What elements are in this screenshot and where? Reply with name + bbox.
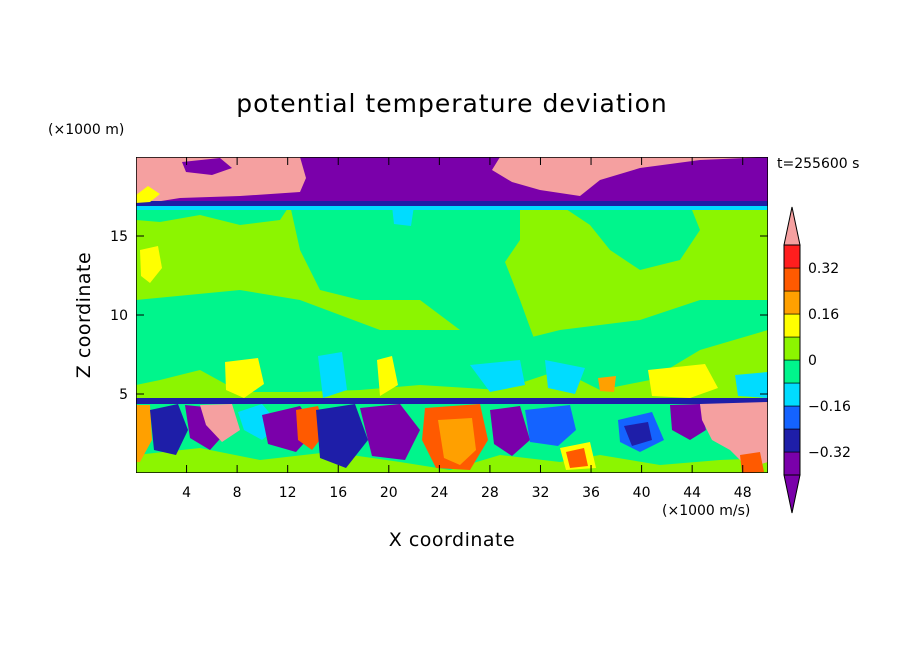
- x-tick-label: 12: [279, 485, 297, 501]
- x-tick-label: 36: [582, 485, 600, 501]
- contour-region: [136, 405, 152, 462]
- x-tick-label: 28: [481, 485, 499, 501]
- contour-region: [545, 360, 585, 394]
- y-tick-label: 5: [119, 387, 128, 403]
- contour-region: [377, 356, 398, 396]
- contour-region: [182, 158, 232, 175]
- contour-region: [438, 418, 476, 465]
- colorbar-segment: [783, 313, 801, 338]
- colorbar-tick-label: 0.32: [808, 261, 839, 277]
- contour-region: [316, 404, 368, 468]
- contour-band: [136, 398, 768, 404]
- contour-region: [598, 376, 616, 392]
- y-tick-label: 10: [110, 308, 128, 324]
- contour-region: [360, 404, 420, 460]
- colorbar-segment: [783, 405, 801, 430]
- x-tick-label: 24: [430, 485, 448, 501]
- x-axis-unit: (×1000 m/s): [662, 503, 750, 519]
- chart-title: potential temperature deviation: [236, 89, 667, 118]
- x-tick-label: 48: [734, 485, 752, 501]
- colorbar-segment: [783, 244, 801, 269]
- contour-region: [136, 186, 160, 203]
- time-label: t=255600 s: [777, 156, 859, 172]
- contour-region: [560, 205, 700, 270]
- x-tick-label: 20: [380, 485, 398, 501]
- y-axis-label: Z coordinate: [73, 252, 95, 378]
- contour-region: [150, 404, 188, 455]
- x-axis-ticks: 4 8 12 16 20 24 28 32 36 40 44 48: [182, 157, 752, 501]
- contour-region: [735, 372, 768, 398]
- contour-region: [700, 402, 768, 468]
- x-tick-label: 8: [233, 485, 242, 501]
- colorbar-extend-low: [783, 474, 801, 514]
- contour-region: [136, 201, 768, 206]
- y-tick-label: 15: [110, 229, 128, 245]
- contour-region: [290, 205, 540, 360]
- colorbar-segment: [783, 336, 801, 361]
- colorbar-extend-high: [783, 206, 801, 246]
- x-axis-label: X coordinate: [389, 529, 515, 551]
- colorbar-segment: [783, 451, 801, 476]
- plot-area: [136, 157, 768, 473]
- contour-region: [136, 448, 768, 473]
- y-axis-ticks: 5 10 15: [110, 229, 768, 403]
- contour-region: [392, 206, 414, 226]
- y-axis-unit: (×1000 m): [48, 122, 124, 138]
- contour-region: [624, 422, 652, 446]
- contour-region: [490, 406, 530, 456]
- colorbar: 0.32 0.16 0 −0.16 −0.32: [783, 206, 851, 514]
- contour-region: [136, 290, 768, 392]
- colorbar-tick-label: 0.16: [808, 307, 839, 323]
- contour-region: [225, 358, 264, 398]
- colorbar-tick-label: −0.16: [808, 399, 851, 415]
- colorbar-tick-label: −0.32: [808, 445, 851, 461]
- contour-region: [470, 360, 525, 392]
- contour-region: [648, 364, 718, 398]
- x-tick-label: 40: [633, 485, 651, 501]
- contour-region: [136, 206, 768, 210]
- contour-region: [525, 405, 576, 446]
- colorbar-tick-label: 0: [808, 353, 817, 369]
- colorbar-segment: [783, 267, 801, 292]
- colorbar-frame: [783, 244, 801, 476]
- contour-region: [136, 157, 768, 205]
- colorbar-segment: [783, 428, 801, 453]
- contour-region: [140, 246, 162, 283]
- contour-region: [318, 352, 347, 398]
- colorbar-segment: [783, 382, 801, 407]
- colorbar-segment: [783, 290, 801, 315]
- x-tick-label: 44: [683, 485, 701, 501]
- contour-region: [200, 404, 240, 442]
- x-tick-label: 4: [182, 485, 191, 501]
- contour-region: [740, 452, 764, 473]
- x-tick-label: 32: [532, 485, 550, 501]
- colorbar-segment: [783, 359, 801, 384]
- x-tick-label: 16: [329, 485, 347, 501]
- contour-region: [566, 448, 588, 468]
- contour-region: [670, 404, 706, 440]
